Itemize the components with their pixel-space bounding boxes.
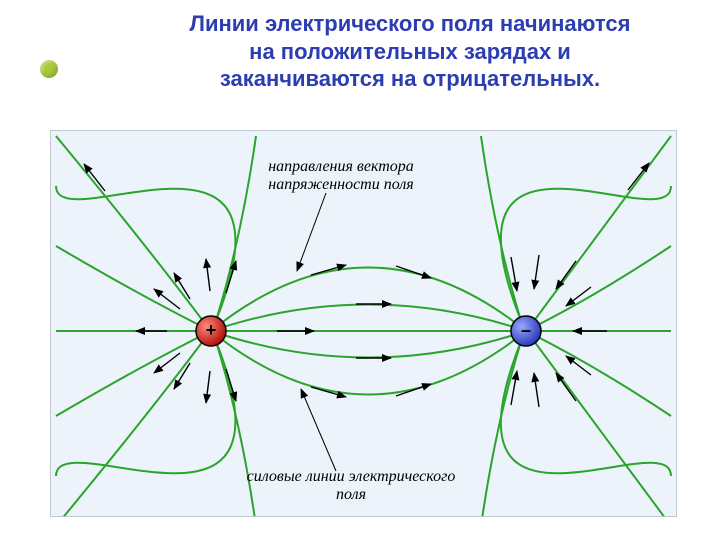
field-line xyxy=(56,136,209,329)
direction-arrow xyxy=(396,266,431,278)
page-title: Линии электрического поля начинаются на … xyxy=(180,10,640,93)
field-line xyxy=(211,268,526,332)
field-line xyxy=(211,305,526,332)
callout-line xyxy=(297,193,326,271)
field-diagram: + – направления векторанапряженности поля… xyxy=(50,130,677,517)
bullet-icon xyxy=(40,60,58,78)
callout-line xyxy=(301,389,336,471)
direction-arrow xyxy=(84,164,105,191)
direction-arrow xyxy=(154,353,180,373)
direction-arrow xyxy=(534,373,539,407)
field-line xyxy=(56,246,209,330)
direction-arrow xyxy=(556,261,576,289)
direction-arrow xyxy=(534,255,539,289)
field-line xyxy=(56,334,235,476)
field-line xyxy=(528,332,671,416)
negative-charge-symbol: – xyxy=(521,320,531,340)
field-line xyxy=(211,331,526,358)
label-vector-direction: направления вектора xyxy=(268,158,414,175)
direction-arrow xyxy=(206,371,210,403)
label-vector-direction: напряженности поля xyxy=(268,176,413,193)
direction-arrow xyxy=(154,289,180,309)
positive-charge-symbol: + xyxy=(206,320,217,340)
field-line xyxy=(528,333,671,516)
direction-arrow xyxy=(556,373,576,401)
label-field-lines: поля xyxy=(336,486,366,503)
direction-arrow xyxy=(206,259,210,291)
field-line xyxy=(211,331,526,395)
field-line xyxy=(528,136,671,329)
field-line xyxy=(56,186,235,328)
field-line xyxy=(501,334,671,476)
field-line xyxy=(501,186,671,328)
field-line xyxy=(56,332,209,416)
label-field-lines: силовые линии электрического xyxy=(247,468,456,485)
field-line xyxy=(56,333,209,516)
direction-arrow xyxy=(396,384,431,396)
field-line xyxy=(528,246,671,330)
direction-arrow xyxy=(628,163,649,190)
